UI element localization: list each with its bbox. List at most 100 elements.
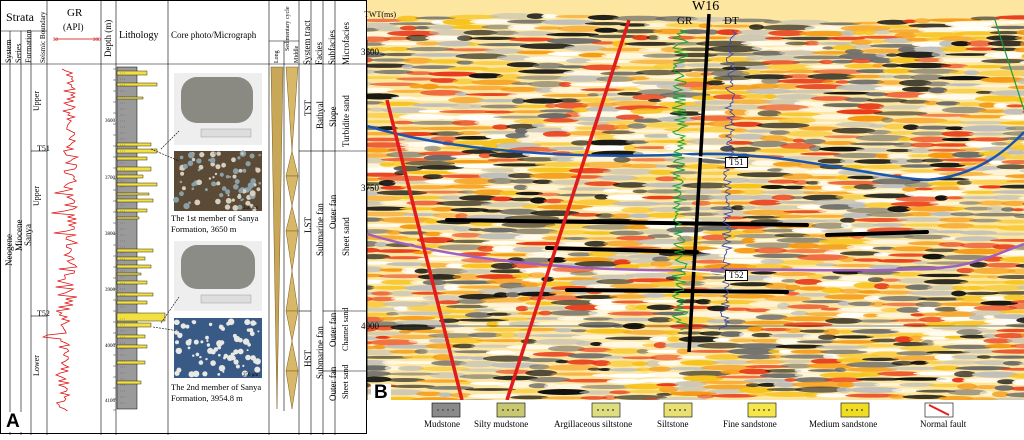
cycle-middle-header: Middle <box>294 46 300 63</box>
legend-swatch <box>664 403 692 417</box>
microfacies-header: Microfacies <box>341 22 351 65</box>
legend-label-siltstone: Siltstone <box>657 420 689 429</box>
seismic-reflector <box>394 166 423 172</box>
grain <box>250 154 255 159</box>
grain <box>247 349 249 351</box>
grain <box>183 164 188 169</box>
legend-dot <box>517 409 519 411</box>
seismic-reflector <box>532 124 546 128</box>
middle-cycle-triangle <box>286 151 298 176</box>
gr-max: 200 <box>93 36 101 45</box>
lithology-sand-bed <box>117 293 153 296</box>
grain <box>257 330 259 332</box>
middle-cycle-triangle <box>286 271 298 311</box>
seismic-reflector <box>377 190 428 195</box>
legend-label-fine-sandstone: Fine sandstone <box>723 420 777 429</box>
seismic-reflector <box>788 243 820 249</box>
grain <box>232 205 238 211</box>
grain <box>246 161 251 166</box>
boundary-t51-label: T51 <box>37 144 50 153</box>
grain <box>199 360 204 365</box>
depth-tick: 3800 <box>105 230 115 239</box>
lithology-sand-bed <box>117 183 157 186</box>
seismic-reflector <box>397 16 420 22</box>
grain <box>253 322 256 325</box>
seismic-reflector <box>811 102 825 108</box>
seismic-reflector <box>891 388 921 392</box>
lithology-sand-bed <box>117 97 143 99</box>
lithology-sand-bed <box>117 217 139 219</box>
grain <box>205 336 209 340</box>
grain <box>226 175 229 178</box>
grain <box>215 173 217 175</box>
lithology-sand-bed <box>117 175 143 178</box>
grain <box>232 199 235 202</box>
legend-label-normal-fault: Normal fault <box>920 420 966 429</box>
grain <box>242 169 246 173</box>
legend-dot <box>507 409 509 411</box>
legend-swatch <box>748 403 776 417</box>
seismic-reflector <box>627 123 647 128</box>
microfacies-sheet-sand: Sheet sand <box>341 365 350 399</box>
log-dt-label: DT <box>724 17 739 26</box>
grain <box>231 353 235 357</box>
seismic-reflector <box>683 375 724 381</box>
lithology-sand-bed <box>117 83 157 86</box>
lithology-sand-bed <box>117 281 147 284</box>
seismic-reflector <box>757 123 810 129</box>
depth-tick: 3900 <box>105 286 115 295</box>
time-tick: 3750 <box>361 184 379 193</box>
ruler-2 <box>201 295 251 303</box>
grain <box>225 189 230 194</box>
seismic-reflector <box>857 103 884 109</box>
seismic-reflector <box>525 185 565 191</box>
legend-dot <box>768 409 770 411</box>
grain <box>179 191 184 196</box>
gr-min: 50 <box>53 36 58 45</box>
grain <box>219 365 225 371</box>
seismic-reflector <box>379 180 396 186</box>
seismic-reflector <box>854 184 877 189</box>
panel-a-stratigraphic-column: Strata System Series Formation Seismic B… <box>0 0 367 434</box>
subfacies-header: Subfacies <box>327 30 337 65</box>
middle-cycle-triangle <box>286 341 298 371</box>
horizon-t52-label: T52 <box>725 270 748 281</box>
grain <box>179 168 181 170</box>
grain <box>212 176 214 178</box>
gr-header: GR <box>67 9 82 18</box>
grain <box>200 340 203 343</box>
legend-dot <box>758 409 760 411</box>
grain <box>247 343 251 347</box>
legend-label-argillaceous-siltstone: Argillaceous siltstone <box>554 420 632 429</box>
seismic-reflector <box>904 182 933 187</box>
seismic-reflector <box>780 168 809 174</box>
lithology-sand-bed <box>117 71 147 75</box>
long-cycle-triangle <box>271 67 283 409</box>
facies-submarine-fan: Submarine fan <box>315 326 325 379</box>
grain <box>196 158 201 163</box>
grain <box>244 319 250 325</box>
seismic-reflector <box>782 174 813 180</box>
grain <box>211 164 213 166</box>
seismic-reflector <box>925 82 950 87</box>
seismic-reflector <box>424 155 457 161</box>
seismic-reflector <box>937 223 974 228</box>
microfacies-sheet-sand: Sheet sand <box>341 217 351 256</box>
seismic-reflector <box>603 189 619 193</box>
seismic-reflector <box>825 377 864 382</box>
grain <box>199 152 204 157</box>
grain <box>250 190 256 196</box>
grain <box>196 353 200 357</box>
middle-cycle-triangle <box>286 311 298 341</box>
seismic-reflector <box>922 159 944 163</box>
lithology-sand-bed <box>117 361 145 364</box>
seismic-reflector <box>743 210 793 216</box>
panel-a-letter: A <box>4 412 22 432</box>
grain <box>206 340 208 342</box>
grain <box>192 320 196 324</box>
legend-dot <box>684 409 686 411</box>
grain <box>224 354 228 358</box>
grain <box>236 365 240 369</box>
facies-bathyal: Bathyal <box>315 101 325 129</box>
middle-cycle-triangle <box>286 231 298 271</box>
